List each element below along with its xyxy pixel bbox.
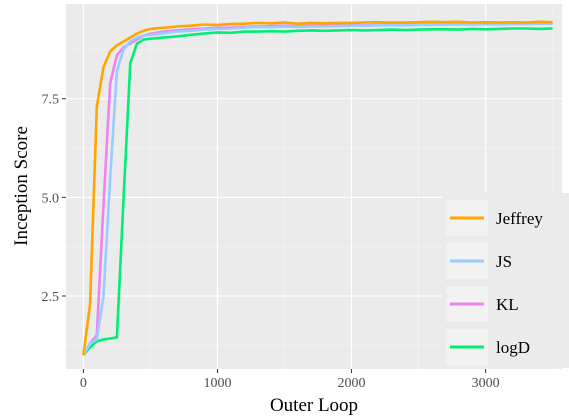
- x-axis-title: Outer Loop: [270, 395, 358, 416]
- series-line-jeffrey: [82, 20, 553, 356]
- series-line-js: [82, 22, 553, 356]
- y-tick-label: 7.5: [42, 93, 60, 108]
- series-lines: [82, 20, 553, 357]
- legend-label-jeffrey: Jeffrey: [496, 209, 543, 228]
- x-axis: 0 1000 2000 3000: [80, 369, 500, 391]
- series-line-logd: [82, 27, 553, 357]
- x-tick-label: 1000: [203, 376, 231, 391]
- y-tick-label: 5.0: [42, 191, 60, 206]
- y-tick-label: 2.5: [42, 290, 60, 305]
- legend-label-js: JS: [496, 252, 512, 271]
- legend-label-kl: KL: [496, 295, 519, 314]
- x-tick-label: 0: [80, 376, 87, 391]
- x-tick-label: 2000: [338, 376, 366, 391]
- legend: Jeffrey JS KL logD: [442, 193, 569, 368]
- x-tick-label: 3000: [472, 376, 500, 391]
- y-axis: 2.5 5.0 7.5: [42, 93, 66, 305]
- y-axis-title: Inception Score: [11, 126, 32, 246]
- legend-label-logd: logD: [496, 338, 530, 357]
